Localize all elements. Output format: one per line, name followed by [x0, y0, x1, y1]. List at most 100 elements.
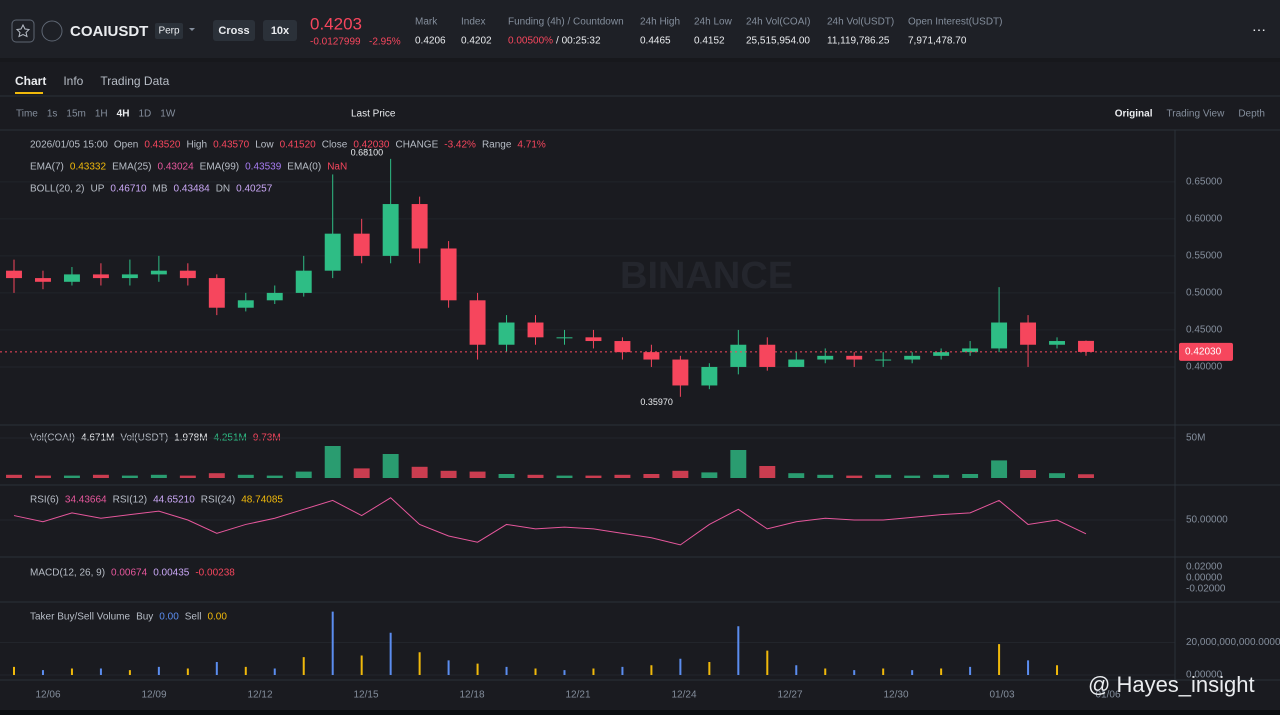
- candle-body: [991, 322, 1008, 349]
- axis-label: 20,000,000,000.00000: [1186, 637, 1280, 648]
- legend-text: Taker Buy/Sell Volume: [30, 612, 130, 623]
- stat-label: 24h High: [640, 17, 680, 28]
- taker-bar: [650, 665, 653, 675]
- interval[interactable]: 1D: [138, 109, 151, 120]
- volume-bar: [817, 474, 834, 478]
- legend-text: 0.00: [207, 612, 227, 623]
- volume-bar: [643, 474, 660, 478]
- legend-text: MACD(12, 26, 9): [30, 568, 105, 579]
- taker-bar: [969, 666, 972, 675]
- legend-text: EMA(7): [30, 162, 64, 173]
- price-type[interactable]: Last Price: [351, 109, 396, 120]
- volume-bar: [208, 473, 225, 478]
- stat-value: 0.4206: [415, 36, 446, 47]
- candle-body: [875, 359, 892, 361]
- view-option[interactable]: Trading View: [1167, 109, 1226, 120]
- legend-text: EMA(25): [112, 162, 151, 173]
- legend-text: 2026/01/05 15:00: [30, 140, 108, 151]
- axis-label: -0.02000: [1186, 584, 1226, 595]
- candle-body: [440, 248, 457, 301]
- taker-bar: [331, 611, 334, 675]
- stat-value: 0.4152: [694, 36, 725, 47]
- x-tick-label: 12/30: [883, 690, 908, 701]
- volume-bar: [469, 471, 486, 478]
- volume-bar: [295, 471, 312, 478]
- symbol[interactable]: COAIUSDT: [70, 23, 148, 40]
- x-tick-label: 12/24: [671, 690, 696, 701]
- volume-bar: [1020, 470, 1037, 478]
- interval[interactable]: Time: [16, 109, 38, 120]
- taker-bar: [476, 663, 479, 675]
- x-tick-label: 01/06: [1095, 690, 1120, 701]
- dropdown-icon[interactable]: [189, 28, 195, 31]
- legend-text: Open: [114, 140, 138, 151]
- candle-body: [585, 337, 602, 342]
- volume-bar: [179, 475, 196, 478]
- taker-bar: [418, 652, 421, 675]
- tab[interactable]: Trading Data: [100, 74, 169, 88]
- candle-body: [179, 270, 196, 279]
- taker-bar: [389, 632, 392, 675]
- x-tick-label: 12/18: [459, 690, 484, 701]
- contract-tag: [155, 23, 183, 39]
- volume-bar: [266, 475, 283, 478]
- volume-bar: [701, 472, 718, 478]
- candle-body: [35, 278, 51, 282]
- leverage-button[interactable]: [263, 20, 297, 41]
- taker-bar: [563, 670, 566, 675]
- candle-body: [237, 300, 254, 308]
- volume-bar: [527, 474, 544, 478]
- stat-value: / 00:25:32: [556, 36, 601, 47]
- volume-bar: [440, 470, 457, 478]
- legend-text: Buy: [136, 612, 153, 623]
- stat-value: 0.00500%: [508, 36, 553, 47]
- price-change-percent: -2.95%: [369, 37, 401, 48]
- legend-text: 0.41520: [280, 140, 317, 151]
- interval[interactable]: 1H: [95, 109, 108, 120]
- volume-bar: [614, 474, 631, 478]
- favorite-button[interactable]: [11, 19, 35, 43]
- legend-text: Low: [255, 140, 274, 151]
- axis-label: 0.45000: [1186, 325, 1223, 336]
- axis-label: 0.50000: [1186, 288, 1223, 299]
- view-switch: Depth Trading View Original: [1115, 109, 1265, 120]
- candle-body: [208, 278, 225, 308]
- stats: Mark 0.4206 Index 0.4202 Funding (4h) / Coun…: [415, 17, 1002, 47]
- taker-bar: [244, 666, 247, 675]
- taker-bar: [157, 666, 160, 675]
- candle-body: [266, 292, 283, 301]
- legend-text: 0.46710: [110, 184, 147, 195]
- legend-text: 0.00435: [153, 568, 190, 579]
- volume-bar: [904, 475, 921, 478]
- volume-bar: [6, 474, 22, 478]
- legend-text: -3.42%: [444, 140, 476, 151]
- interval[interactable]: 15m: [66, 109, 85, 120]
- legend-text: Range: [482, 140, 512, 151]
- coin-icon: [41, 20, 63, 42]
- stat-value: 0.4465: [640, 36, 671, 47]
- taker-bar: [940, 668, 943, 675]
- taker-bar: [795, 665, 798, 675]
- legend-text: 0.43332: [70, 162, 107, 173]
- volume-bar: [585, 475, 602, 478]
- interval[interactable]: 1s: [47, 109, 58, 120]
- legend-text: EMA(99): [200, 162, 239, 173]
- margin-button[interactable]: [213, 20, 255, 41]
- volume-bar: [411, 466, 428, 478]
- view-option[interactable]: Depth: [1238, 109, 1265, 120]
- candle-body: [411, 204, 428, 249]
- tab[interactable]: Info: [63, 74, 83, 88]
- candle-body: [701, 366, 718, 386]
- volume-bar: [121, 475, 138, 478]
- candle-body: [672, 359, 689, 386]
- legend-text: RSI(12): [113, 495, 147, 506]
- tab[interactable]: Chart: [15, 74, 46, 88]
- leverage: 10x: [271, 25, 290, 37]
- more-menu[interactable]: ⋯: [1252, 22, 1266, 38]
- interval[interactable]: 1W: [160, 109, 176, 120]
- stat-label: 24h Vol(USDT): [827, 17, 894, 28]
- legend-text: 34.43664: [65, 495, 107, 506]
- interval[interactable]: 4H: [117, 109, 130, 120]
- candle-body: [150, 270, 167, 275]
- view-option[interactable]: Original: [1115, 109, 1153, 120]
